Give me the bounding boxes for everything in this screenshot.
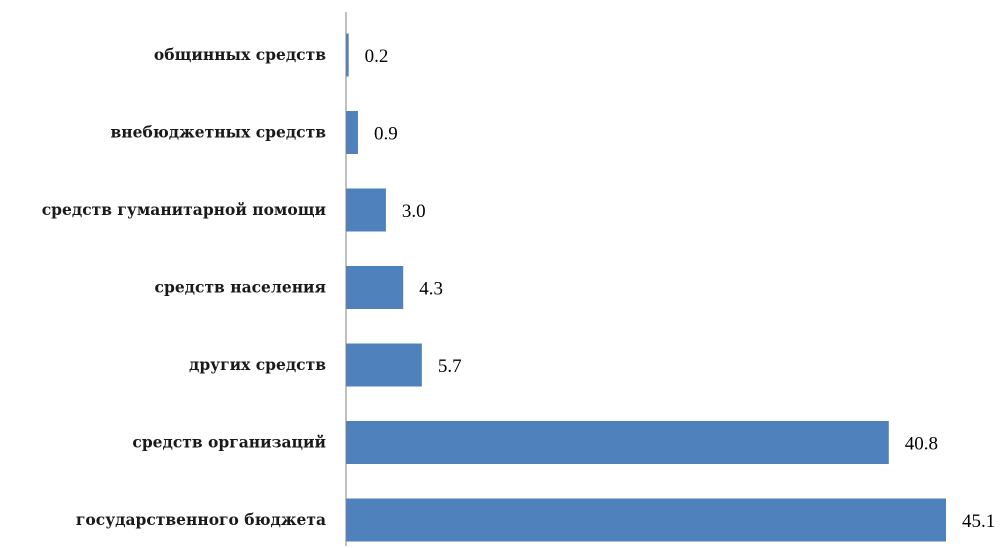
value-label: 0.2	[365, 46, 389, 67]
bars-group	[346, 33, 946, 542]
bar	[346, 188, 386, 232]
bar	[346, 498, 946, 542]
bar	[346, 111, 358, 154]
category-labels-group: общинных средств внебюджетных средств сред…	[42, 45, 326, 529]
value-labels-group: 0.2 0.9 3.0 4.3 5.7 40.8 45.1	[365, 46, 996, 532]
category-label: государственного бюджета	[76, 510, 326, 529]
value-label: 5.7	[438, 356, 462, 377]
category-label: внебюджетных средств	[111, 123, 327, 142]
bar	[346, 266, 404, 309]
value-label: 0.9	[374, 124, 398, 145]
value-label: 40.8	[905, 434, 938, 455]
category-label: средств гуманитарной помощи	[42, 200, 326, 219]
category-label: других средств	[189, 355, 326, 374]
bar	[346, 33, 349, 77]
bar	[346, 343, 422, 387]
category-label: общинных средств	[154, 45, 326, 64]
bar	[346, 421, 889, 464]
value-label: 4.3	[419, 279, 443, 300]
category-label: средств организаций	[132, 433, 326, 452]
value-label: 45.1	[962, 511, 995, 532]
value-label: 3.0	[402, 201, 426, 222]
category-label: средств населения	[155, 278, 326, 297]
